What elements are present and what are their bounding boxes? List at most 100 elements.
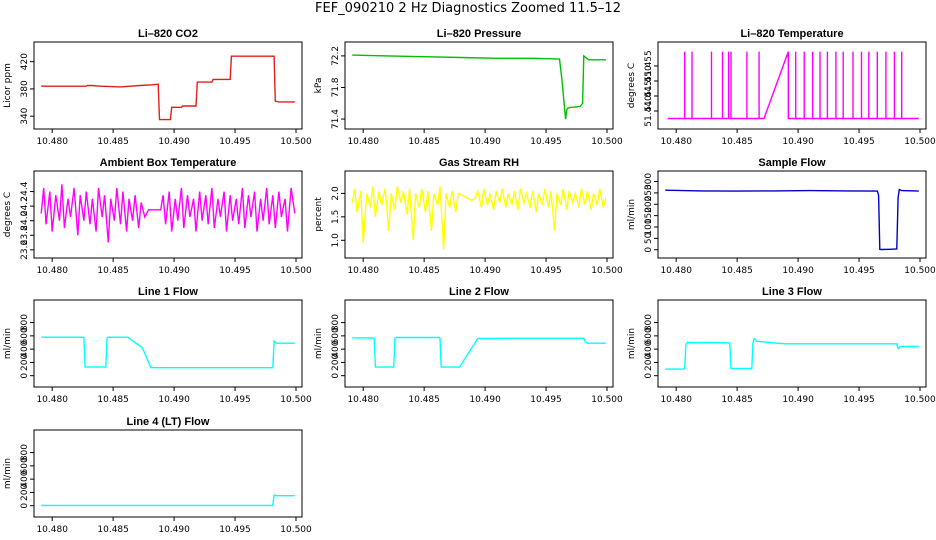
- series-line: [351, 186, 607, 250]
- panel-title: Line 1 Flow: [138, 286, 198, 298]
- y-tick-label: 380: [20, 80, 30, 97]
- series-line: [665, 337, 919, 370]
- y-tick-label: 340: [20, 107, 30, 124]
- y-tick-label: 24.2: [20, 196, 30, 216]
- x-tick-label: 10.480: [347, 395, 379, 405]
- panel-title: Li–820 CO2: [138, 28, 198, 40]
- x-tick-label: 10.490: [782, 137, 814, 147]
- y-axis-label: ml/min: [3, 458, 13, 489]
- x-tick-label: 10.485: [97, 137, 129, 147]
- y-tick-label: 800: [20, 444, 30, 461]
- figure-title: FEF_090210 2 Hz Diagnostics Zoomed 11.5–…: [315, 1, 621, 16]
- y-tick-label: 600: [644, 327, 654, 344]
- y-tick-label: 600: [20, 457, 30, 474]
- x-tick-label: 10.490: [469, 266, 501, 276]
- y-tick-label: 800: [331, 314, 341, 331]
- series-line: [41, 55, 295, 121]
- y-tick-label: 200: [331, 354, 341, 371]
- series-line: [667, 51, 919, 120]
- panel-9: Line 3 Flow 10.480 10.485 10.490 10.495 10.50…: [627, 286, 936, 405]
- plot-frame: [657, 299, 927, 388]
- x-tick-label: 10.495: [843, 137, 875, 147]
- y-tick-label: 400: [331, 340, 341, 357]
- x-tick-label: 10.500: [280, 137, 312, 147]
- y-tick-label: 400: [20, 470, 30, 487]
- y-tick-label: 200: [20, 484, 30, 501]
- x-tick-label: 10.485: [97, 395, 129, 405]
- x-tick-label: 10.480: [347, 266, 379, 276]
- y-tick-label: 1.5: [331, 210, 341, 224]
- x-tick-label: 10.500: [591, 395, 623, 405]
- y-tick-label: 50: [644, 232, 654, 244]
- x-tick-label: 10.480: [347, 137, 379, 147]
- x-tick-label: 10.485: [721, 395, 753, 405]
- x-tick-label: 10.480: [660, 395, 692, 405]
- x-tick-label: 10.500: [904, 266, 936, 276]
- y-tick-label: 51.450: [644, 65, 654, 97]
- panel-5: Gas Stream RH 10.480 10.485 10.490 10.495 10.…: [314, 157, 623, 276]
- series-line: [352, 54, 606, 120]
- y-tick-label: 0: [644, 373, 654, 379]
- panel-title: Sample Flow: [758, 157, 826, 169]
- x-tick-label: 10.500: [591, 266, 623, 276]
- y-tick-label: 400: [20, 340, 30, 357]
- x-tick-label: 10.485: [408, 395, 440, 405]
- plot-frame: [657, 41, 927, 130]
- plot-frame: [33, 170, 303, 259]
- x-tick-label: 10.490: [158, 137, 190, 147]
- plot-frame: [344, 170, 614, 259]
- x-tick-label: 10.500: [280, 525, 312, 535]
- y-tick-label: 150: [644, 207, 654, 224]
- x-tick-label: 10.495: [219, 137, 251, 147]
- x-tick-label: 10.490: [782, 395, 814, 405]
- y-tick-label: 420: [20, 53, 30, 70]
- panel-title: Li–820 Pressure: [437, 28, 521, 40]
- panel-3: Li–820 Temperature 10.480 10.485 10.490 10.4…: [627, 28, 936, 147]
- series-line: [40, 184, 296, 243]
- y-tick-label: 71.8: [331, 77, 341, 97]
- x-tick-label: 10.500: [591, 137, 623, 147]
- panel-title: Li–820 Temperature: [740, 28, 843, 40]
- x-tick-label: 10.500: [280, 395, 312, 405]
- y-axis-label: kPa: [314, 78, 324, 94]
- x-tick-label: 10.490: [469, 395, 501, 405]
- x-tick-label: 10.490: [158, 266, 190, 276]
- x-tick-label: 10.500: [904, 395, 936, 405]
- y-tick-label: 2.0: [331, 186, 341, 201]
- plot-frame: [344, 299, 614, 388]
- y-axis-label: ml/min: [314, 328, 324, 359]
- x-tick-label: 10.495: [530, 137, 562, 147]
- x-tick-label: 10.485: [721, 137, 753, 147]
- plot-frame: [33, 41, 303, 130]
- x-tick-label: 10.500: [280, 266, 312, 276]
- x-tick-label: 10.480: [36, 266, 68, 276]
- y-tick-label: 300: [644, 173, 654, 190]
- y-tick-label: 0: [331, 373, 341, 379]
- y-tick-label: 71.4: [331, 109, 341, 129]
- y-tick-label: 0: [20, 373, 30, 379]
- y-axis-label: degrees C: [627, 63, 637, 108]
- x-tick-label: 10.485: [408, 266, 440, 276]
- panel-title: Ambient Box Temperature: [100, 157, 237, 169]
- x-tick-label: 10.490: [158, 525, 190, 535]
- x-tick-label: 10.485: [408, 137, 440, 147]
- panel-4: Ambient Box Temperature 10.480 10.485 10.49…: [3, 157, 312, 276]
- y-tick-label: 24.4: [20, 181, 30, 201]
- y-tick-label: 600: [20, 327, 30, 344]
- panel-title: Gas Stream RH: [439, 157, 519, 169]
- y-axis-label: ml/min: [627, 328, 637, 359]
- x-tick-label: 10.495: [219, 266, 251, 276]
- x-tick-label: 10.480: [36, 525, 68, 535]
- y-tick-label: 1.0: [331, 233, 341, 248]
- panel-2: Li–820 Pressure 10.480 10.485 10.490 10.495 1…: [314, 28, 623, 147]
- panel-6: Sample Flow 10.480 10.485 10.490 10.495 10.50…: [627, 157, 936, 276]
- x-tick-label: 10.495: [219, 525, 251, 535]
- y-tick-label: 51.440: [644, 95, 654, 127]
- x-tick-label: 10.500: [904, 137, 936, 147]
- y-tick-label: 72.2: [331, 46, 341, 66]
- panel-7: Line 1 Flow 10.480 10.485 10.490 10.495 10.50…: [3, 286, 312, 405]
- y-tick-label: 200: [644, 195, 654, 212]
- x-tick-label: 10.480: [660, 266, 692, 276]
- panel-title: Line 2 Flow: [449, 286, 509, 298]
